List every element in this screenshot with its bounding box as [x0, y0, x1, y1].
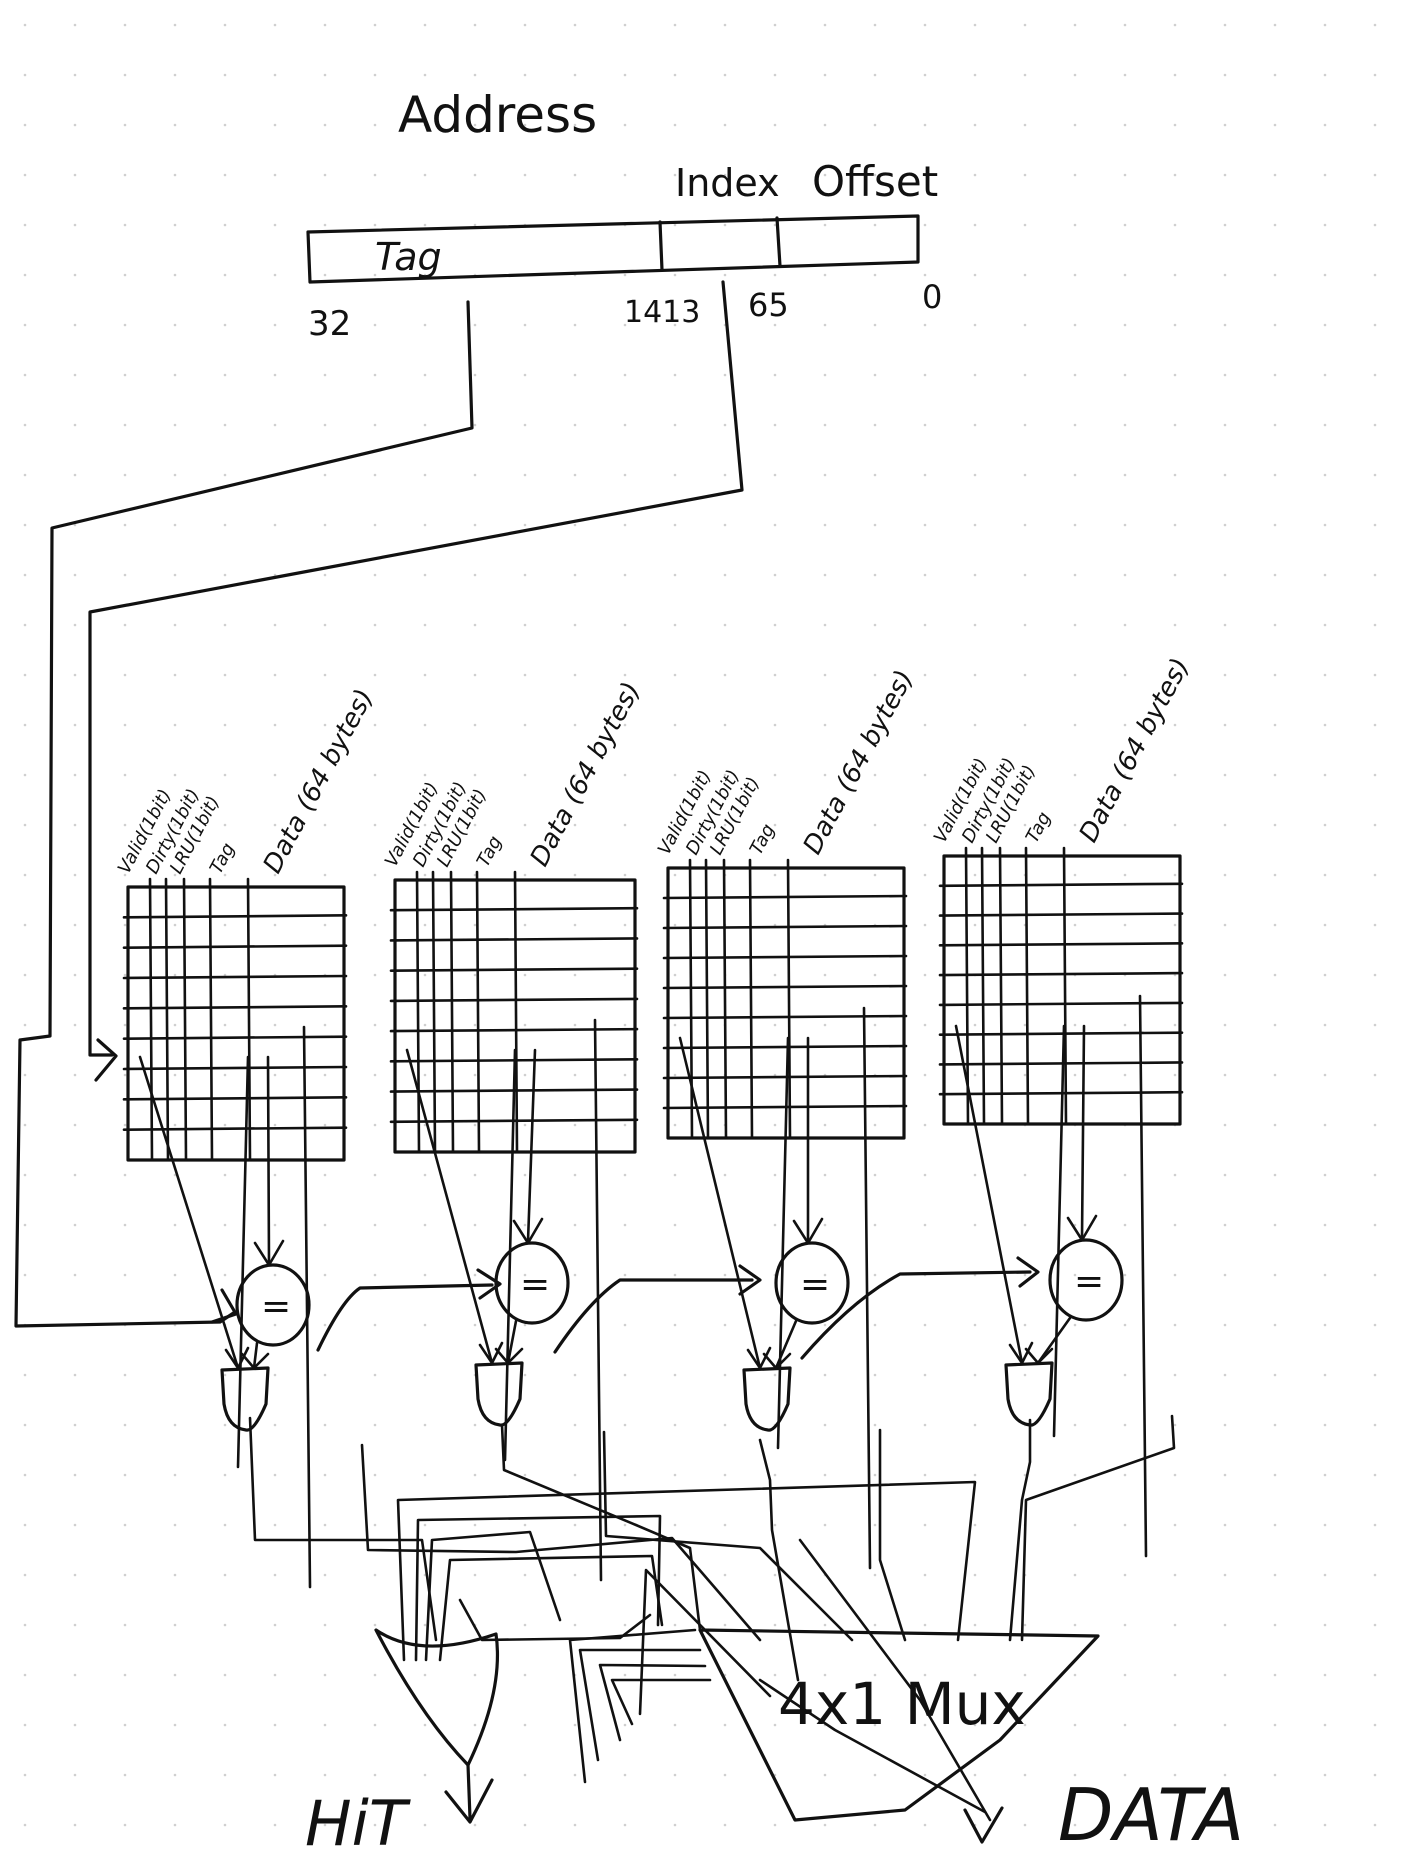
mux-4x1: [698, 1628, 1100, 1822]
hit-output-wire: [466, 1763, 472, 1820]
bit-label-14-13: 1413: [624, 295, 700, 330]
index-wire: [88, 280, 744, 1057]
mux-label: 4x1 Mux: [778, 1670, 1026, 1738]
way-4-comparator-symbol: =: [1074, 1261, 1104, 1302]
way-2-valid-line: [405, 1048, 494, 1365]
way-1-table: [122, 877, 348, 1162]
data-output-arrow: [963, 1806, 1004, 1844]
index-arrow: [94, 1038, 118, 1082]
data-output-label: DATA: [1058, 1773, 1244, 1857]
way-1-and-gate: [220, 1366, 270, 1432]
address-register: [306, 214, 920, 284]
offset-label: Offset: [812, 157, 938, 206]
way-2-tag-line: [526, 1048, 537, 1243]
way-1-comparator-symbol: =: [261, 1286, 291, 1327]
way-3-comparator: [774, 1241, 850, 1325]
way-4-comparator: [1048, 1238, 1124, 1322]
address-title: Address: [398, 86, 597, 144]
way-1-comparator: [235, 1263, 311, 1347]
routing-wires: [248, 1414, 1176, 1822]
way-4-valid-line: [954, 1024, 1024, 1365]
way-3-data-line: [776, 1036, 790, 1450]
way-3-and-gate: [742, 1366, 792, 1432]
tag-wire-way4: [800, 1270, 1032, 1360]
hit-output-arrow: [444, 1778, 494, 1824]
tag-wire-way2: [316, 1283, 494, 1352]
tag-wire-way3: [553, 1278, 754, 1354]
way-1-tag-line: [266, 1055, 271, 1265]
tag-wire: [14, 300, 474, 1328]
way-4-tag-line: [1080, 1024, 1086, 1240]
way-2-comparator-symbol: =: [520, 1264, 550, 1305]
way-2-comparator: [494, 1241, 570, 1325]
hit-or-gate: [374, 1628, 500, 1767]
way-1-data-line: [236, 1055, 250, 1469]
index-label: Index: [675, 161, 780, 205]
way-2-data-line: [503, 1048, 517, 1462]
bit-label-6-5: 65: [748, 286, 789, 324]
bit-label-32: 32: [308, 304, 351, 344]
hit-output-label: HiT: [305, 1787, 411, 1860]
way-2-table: [389, 870, 639, 1154]
way-2-and-gate: [474, 1361, 524, 1427]
way-3-comparator-symbol: =: [800, 1264, 830, 1305]
bit-label-0: 0: [922, 278, 942, 316]
tag-field-label: Tag: [375, 235, 442, 279]
way-4-data-line: [1052, 1024, 1066, 1438]
way-1-valid-line: [138, 1055, 240, 1370]
way-3-valid-line: [678, 1036, 762, 1370]
